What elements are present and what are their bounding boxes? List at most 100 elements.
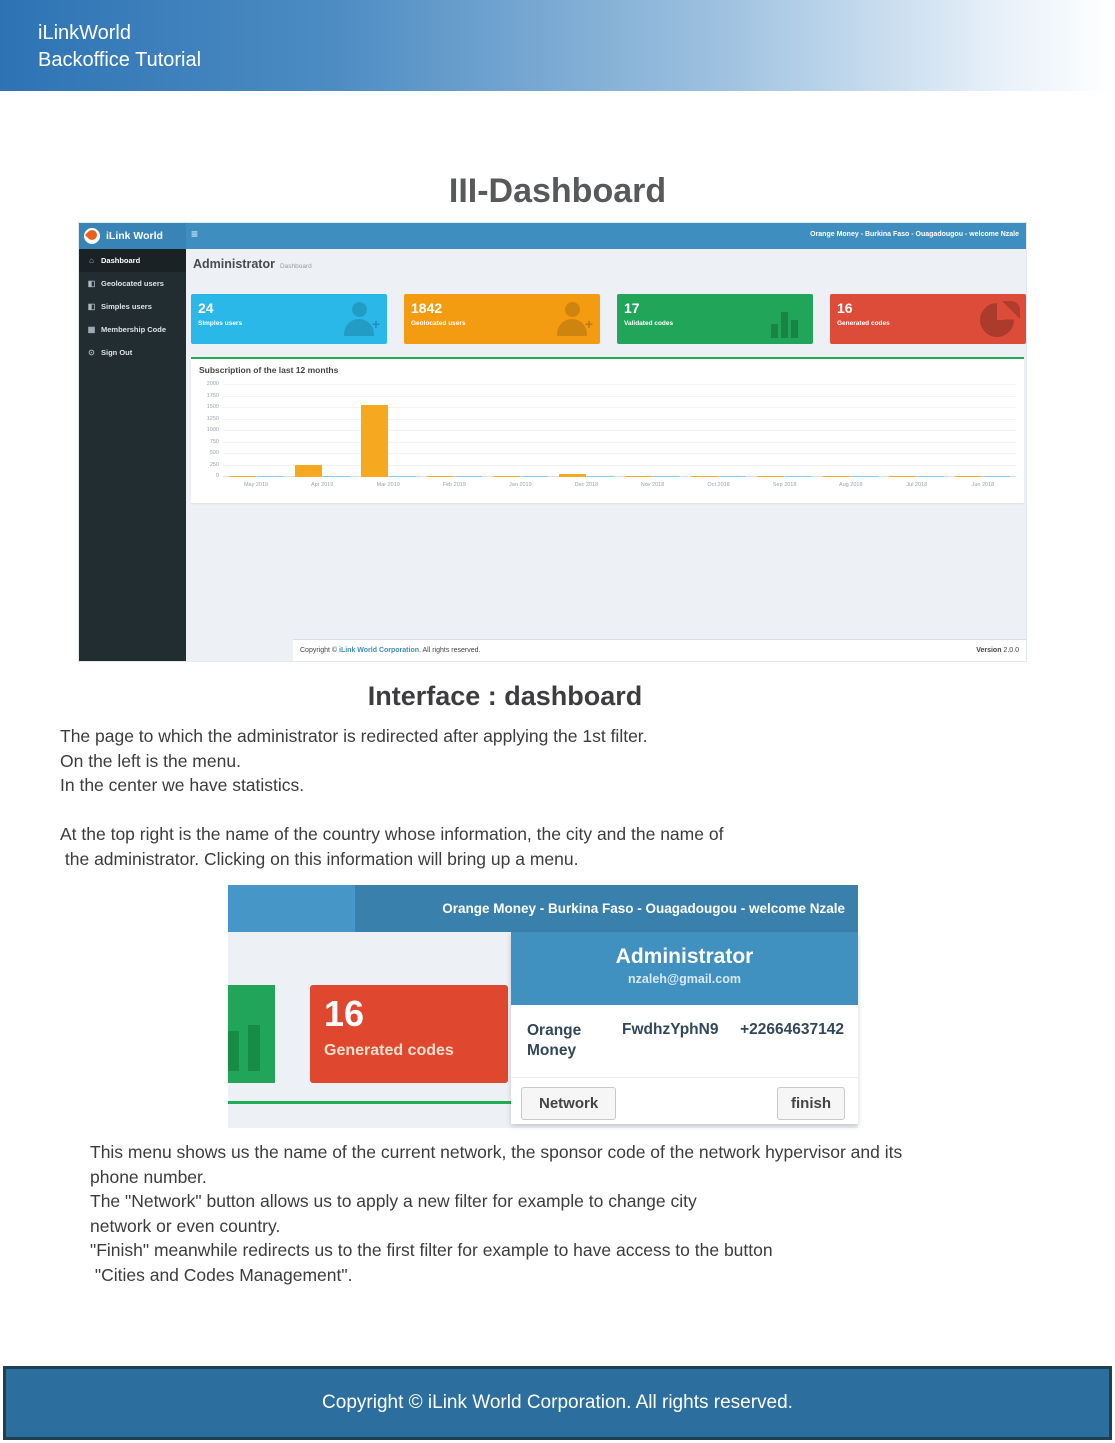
bar-group: [752, 385, 818, 477]
dropdown-email: nzaleh@gmail.com: [628, 972, 741, 986]
stat-card-simples-users[interactable]: 24 Simples users +: [191, 294, 387, 344]
doc-header: iLinkWorld Backoffice Tutorial: [0, 0, 1115, 91]
y-axis-tick: 1750: [206, 392, 219, 399]
sidebar-menu: ⌂ Dashboard ◧ Geolocated users ◧ Simples user…: [79, 249, 186, 661]
network-button[interactable]: Network: [521, 1087, 617, 1120]
bar-group: [686, 385, 752, 477]
finish-button[interactable]: finish: [777, 1087, 845, 1120]
dropdown-footer: Network finish: [511, 1077, 858, 1124]
x-axis-tick: Oct 2018: [707, 482, 730, 488]
page-title: Administrator: [193, 257, 275, 271]
dashboard-copyright: Copyright © iLink World Corporation. All…: [300, 647, 480, 654]
gridline: 1750: [207, 393, 1016, 399]
table-icon: ▦: [87, 325, 96, 334]
gridline: 1000: [207, 427, 1016, 433]
chart-plot: 0 250 500 750 1000 1250 1500 1750 2000 May 2019 A…: [197, 381, 1018, 497]
x-axis-tick: Dec 2018: [574, 482, 599, 488]
corporation-link[interactable]: iLink World Corporation: [339, 647, 419, 654]
y-axis-tick: 0: [215, 473, 219, 479]
bar-blue-series: [586, 476, 614, 477]
pie-chart-icon: [978, 300, 1020, 340]
users-icon: ◧: [87, 279, 96, 288]
ilink-logo-icon: [84, 228, 100, 244]
sponsor-code: FwdhzYphN9: [622, 1021, 719, 1038]
y-axis-tick: 1500: [206, 404, 219, 410]
sidebar-item-label: Simples users: [101, 302, 152, 311]
dashboard-brand: iLink World: [106, 230, 163, 242]
sidebar-item-dashboard[interactable]: ⌂ Dashboard: [79, 249, 186, 272]
x-axis-tick: Apr 2019: [310, 482, 334, 488]
bar-blue-series: [520, 476, 548, 477]
gridline: 0: [216, 473, 1016, 479]
stat-value: 17: [624, 300, 640, 316]
bar-blue-series: [388, 475, 416, 477]
chart-top-border: [228, 1101, 511, 1104]
dashboard-navbar: iLink World ≡ Orange Money - Burkina Fas…: [79, 223, 1026, 249]
bar-orange-series: [955, 476, 983, 477]
validated-codes-card-fragment: [228, 985, 275, 1083]
bar-blue-series: [322, 476, 350, 477]
stat-card-generated-codes[interactable]: 16 Generated codes: [830, 294, 1026, 344]
sidebar-item-label: Sign Out: [101, 348, 133, 357]
version-info: Version 2.0.0: [976, 647, 1019, 654]
sidebar-item-label: Geolocated users: [101, 279, 164, 288]
bar-group: [355, 385, 421, 477]
stat-card-validated-codes[interactable]: 17 Validated codes: [617, 294, 813, 344]
text-line: This menu shows us the name of the curre…: [90, 1142, 903, 1162]
doc-footer-text: Copyright © iLink World Corporation. All…: [322, 1392, 793, 1413]
dashboard-screenshot: iLink World ≡ Orange Money - Burkina Fas…: [78, 222, 1027, 662]
bar-group: [818, 385, 884, 477]
bar-blue-series: [454, 476, 482, 477]
network-name: Orange Money: [527, 1022, 582, 1059]
usermenu-navbar: Orange Money - Burkina Faso - Ouagadougo…: [228, 885, 858, 932]
chart-bars: [223, 385, 1016, 477]
x-axis-tick: Jun 2018: [971, 482, 995, 488]
dropdown-title: Administrator: [615, 945, 754, 968]
paragraph-1: The page to which the administrator is r…: [60, 724, 648, 798]
bar-blue-series: [719, 476, 747, 477]
doc-subtitle: Interface : dashboard: [367, 681, 643, 711]
x-axis-tick: Aug 2018: [838, 482, 863, 488]
bar-chart-icon: [228, 1031, 239, 1071]
bar-orange-series: [625, 476, 652, 477]
y-axis-tick: 500: [209, 450, 219, 456]
dropdown-header: Administrator nzaleh@gmail.com: [511, 932, 858, 1005]
y-axis-tick: 1250: [206, 415, 219, 422]
navbar-user-info[interactable]: Orange Money - Burkina Faso - Ouagadougo…: [810, 231, 1019, 238]
bar-chart-icon: [248, 1025, 260, 1071]
y-axis-tick: 2000: [206, 381, 219, 387]
bar-blue-series: [983, 476, 1011, 477]
sidebar-item-simples-users[interactable]: ◧ Simples users: [79, 295, 186, 318]
text-line: In the center we have statistics.: [60, 775, 305, 796]
navbar-user-info-open[interactable]: Orange Money - Burkina Faso - Ouagadougo…: [355, 885, 858, 932]
bar-chart-icon: [765, 300, 805, 340]
paragraph-2: At the top right is the name of the coun…: [60, 822, 723, 871]
sidebar-item-geolocated-users[interactable]: ◧ Geolocated users: [79, 272, 186, 295]
stat-label: Geolocated users: [411, 320, 466, 327]
stat-card-geolocated-users[interactable]: 1842 Geolocated users +: [404, 294, 600, 344]
doc-header-line2: Backoffice Tutorial: [38, 49, 202, 71]
gridline: 750: [210, 439, 1016, 445]
version-label: Version: [976, 647, 1002, 654]
bar-group: [289, 385, 355, 477]
bar-blue-series: [256, 476, 284, 477]
sidebar-item-sign-out[interactable]: ⊙ Sign Out: [79, 341, 186, 364]
sidebar-item-membership-code[interactable]: ▦ Membership Code: [79, 318, 186, 341]
x-axis-tick: Nov 2018: [640, 482, 665, 488]
users-icon: ◧: [87, 302, 96, 311]
dashboard-logo[interactable]: iLink World: [79, 223, 186, 249]
stat-value: 16: [324, 993, 365, 1034]
subscription-chart: Subscription of the last 12 months 0 250 5…: [191, 357, 1024, 503]
text-line: phone number.: [90, 1166, 207, 1187]
stat-label: Validated codes: [624, 320, 674, 327]
hamburger-icon[interactable]: ≡: [191, 227, 199, 241]
phone-number: +22664637142: [740, 1021, 844, 1038]
bar-orange-series: [228, 476, 256, 477]
text-line: The page to which the administrator is r…: [60, 726, 648, 746]
bar-orange-series: [360, 405, 388, 477]
user-plus-icon: +: [552, 300, 593, 340]
x-axis-tick: May 2019: [243, 482, 269, 488]
stat-value: 16: [837, 300, 853, 316]
stat-cards-row: 24 Simples users +1842 Geolocated users +17 V…: [191, 294, 1026, 344]
